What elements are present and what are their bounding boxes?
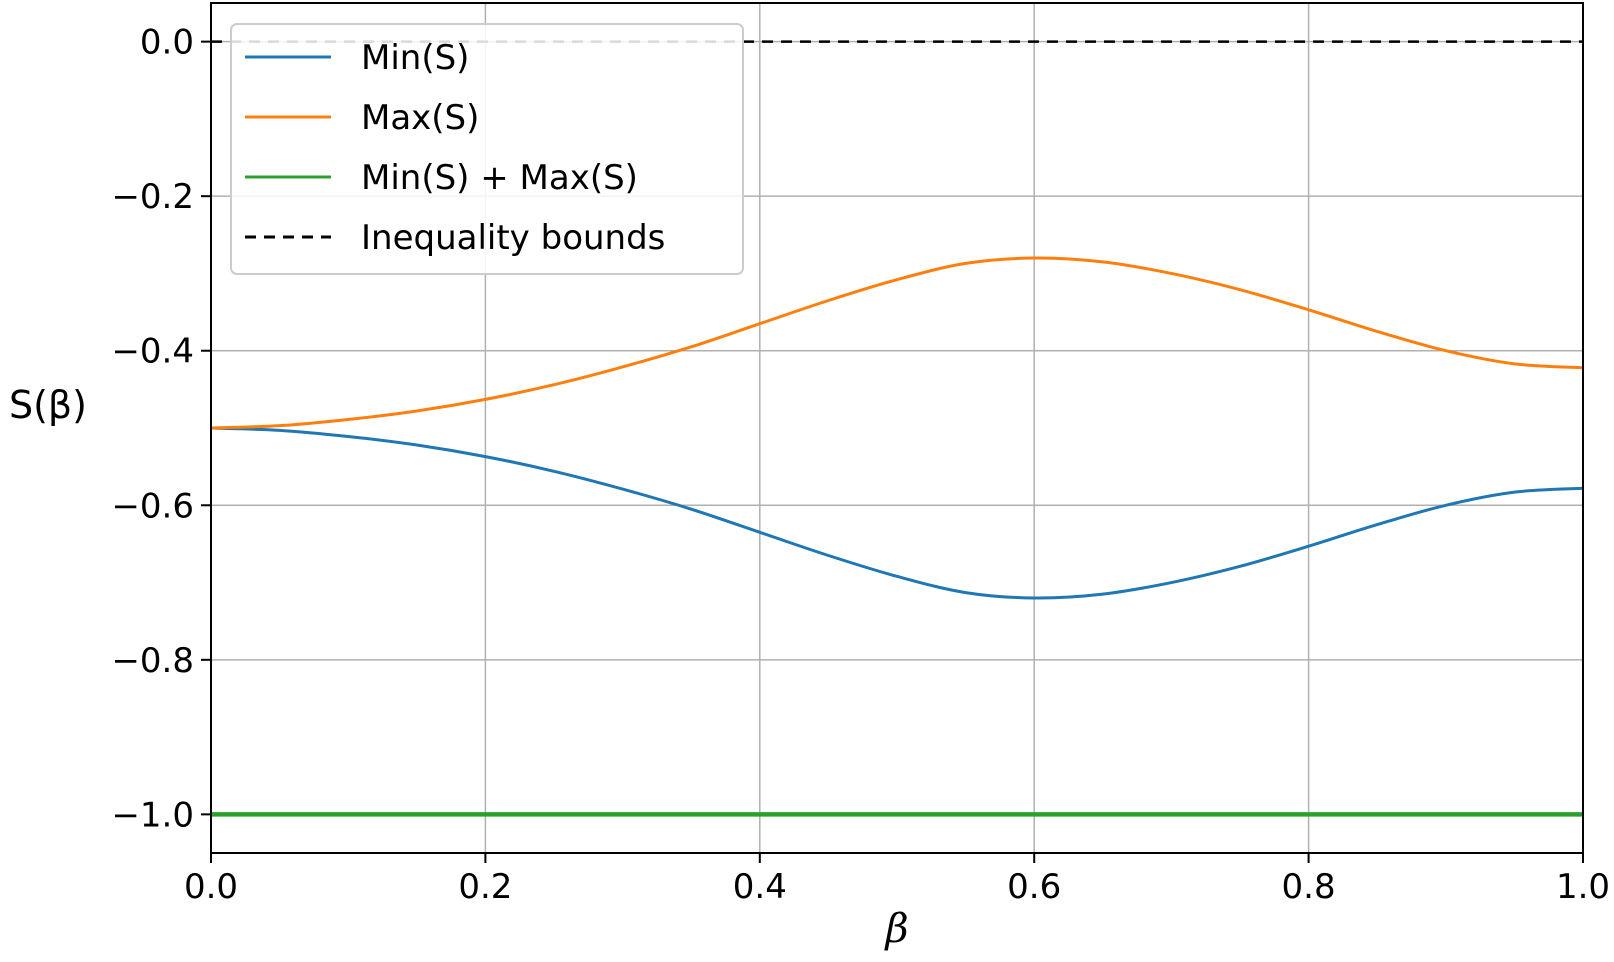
- series-line-1: [210, 256, 1584, 430]
- y-tick-label: −0.4: [111, 332, 194, 372]
- y-axis-label: S(β): [9, 383, 87, 427]
- y-tick-label: −0.6: [111, 486, 194, 526]
- x-tick-label: 0.6: [1007, 867, 1061, 907]
- y-tick-label: 0.0: [140, 23, 194, 63]
- x-tick-label: 0.4: [733, 867, 787, 907]
- legend-label: Inequality bounds: [361, 218, 665, 258]
- legend-label: Max(S): [361, 98, 479, 138]
- x-tick-label: 0.0: [184, 867, 238, 907]
- x-tick-label: 0.8: [1282, 867, 1336, 907]
- x-tick-label: 1.0: [1556, 867, 1610, 907]
- series-lines: [210, 256, 1584, 817]
- legend: Min(S) Max(S) Min(S) + Max(S) Inequality bo…: [230, 23, 744, 275]
- x-tick-label: 0.2: [458, 867, 512, 907]
- legend-label: Min(S): [361, 38, 469, 78]
- x-axis-label: β: [883, 906, 908, 952]
- legend-box: [230, 23, 744, 275]
- axis-ticks: 0.0 0.2 0.4 0.6 0.8 1.0 0.0 −0.2 −0.4 −0.6 −0.8 −1.…: [111, 23, 1610, 907]
- y-tick-label: −1.0: [111, 795, 194, 835]
- y-tick-label: −0.8: [111, 641, 194, 681]
- legend-label: Min(S) + Max(S): [361, 158, 638, 198]
- plot-frame: [210, 2, 1584, 854]
- y-tick-label: −0.2: [111, 177, 194, 217]
- series-line-0: [210, 426, 1584, 600]
